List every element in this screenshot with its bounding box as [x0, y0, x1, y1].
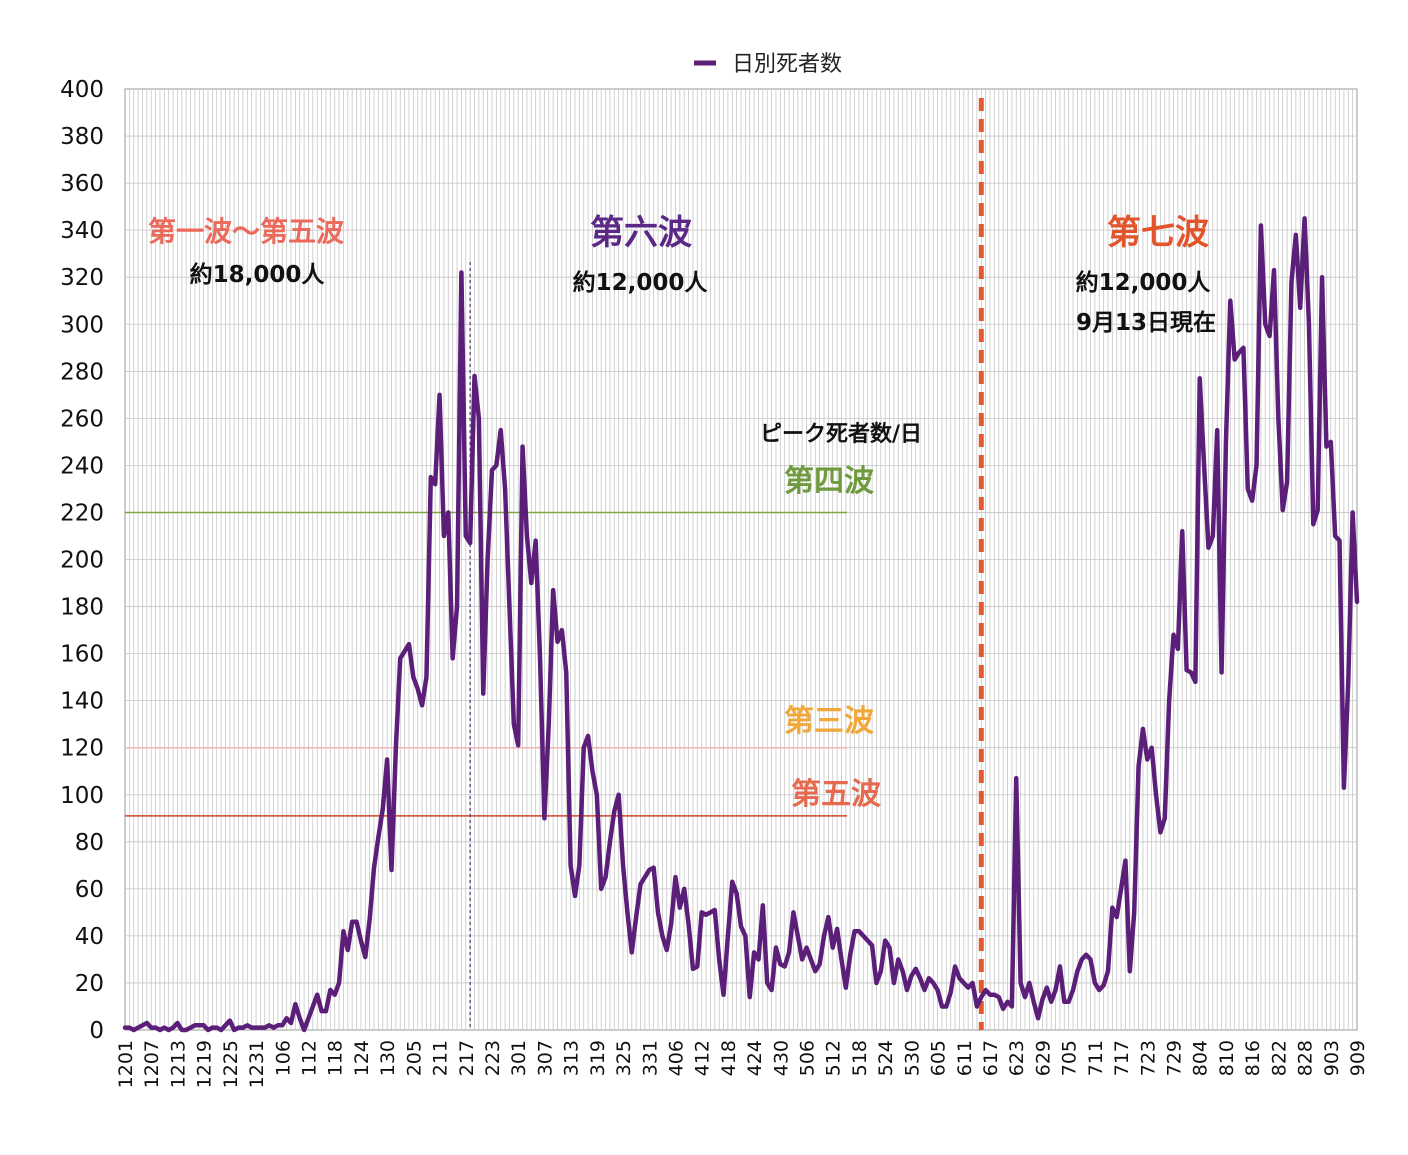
- x-tick-label: 717: [1111, 1040, 1133, 1076]
- wave-1-5-title: 第一波〜第五波: [148, 215, 345, 248]
- x-tick-label: 430: [770, 1040, 792, 1076]
- series-daily-deaths: [122, 216, 1360, 1033]
- x-tick-label: 629: [1032, 1040, 1054, 1076]
- x-tick-label: 909: [1347, 1040, 1369, 1076]
- x-tick-label: 1231: [246, 1040, 268, 1088]
- y-tick-label: 360: [60, 171, 104, 197]
- y-axis-ticks: 0 20 40 60 80 100 120 140 160 180 200 220 240 260 280 3…: [60, 77, 104, 1044]
- annotations: 第一波〜第五波 約18,000人 第六波 約12,000人 第七波 約12,00…: [148, 213, 1216, 812]
- y-tick-label: 380: [60, 124, 104, 150]
- legend-label: 日別死者数: [732, 52, 842, 77]
- reference-lines: [125, 511, 847, 817]
- x-tick-label: 325: [613, 1040, 635, 1076]
- x-tick-label: 331: [639, 1040, 661, 1076]
- x-tick-label: 307: [534, 1040, 556, 1076]
- x-tick-label: 816: [1242, 1040, 1264, 1076]
- y-tick-label: 180: [60, 595, 104, 621]
- x-tick-label: 605: [928, 1040, 950, 1076]
- x-tick-label: 406: [665, 1040, 687, 1076]
- ref-label-wave4: 第四波: [784, 464, 875, 499]
- y-tick-label: 60: [75, 877, 104, 903]
- x-tick-label: 711: [1085, 1040, 1107, 1076]
- y-tick-label: 160: [60, 642, 104, 668]
- y-tick-label: 80: [75, 830, 104, 856]
- x-tick-label: 1207: [141, 1040, 163, 1088]
- grid: [124, 88, 1358, 1031]
- series-line: [122, 216, 1360, 1033]
- y-tick-label: 300: [60, 312, 104, 338]
- peak-label: ピーク死者数/日: [760, 421, 922, 447]
- y-tick-label: 280: [60, 359, 104, 385]
- x-tick-label: 319: [587, 1040, 609, 1076]
- x-tick-label: 810: [1216, 1040, 1238, 1076]
- x-tick-label: 705: [1059, 1040, 1081, 1076]
- x-tick-label: 124: [351, 1040, 373, 1076]
- x-tick-label: 512: [823, 1040, 845, 1076]
- x-tick-label: 729: [1164, 1040, 1186, 1076]
- y-tick-label: 200: [60, 548, 104, 574]
- x-tick-label: 1213: [167, 1040, 189, 1088]
- x-tick-label: 804: [1190, 1040, 1212, 1076]
- x-tick-label: 524: [875, 1040, 897, 1076]
- x-tick-label: 828: [1295, 1040, 1317, 1076]
- x-tick-label: 211: [430, 1040, 452, 1076]
- x-tick-label: 518: [849, 1040, 871, 1076]
- x-tick-label: 611: [954, 1040, 976, 1076]
- y-tick-label: 140: [60, 689, 104, 715]
- x-tick-label: 822: [1268, 1040, 1290, 1076]
- x-tick-label: 301: [508, 1040, 530, 1076]
- x-tick-label: 418: [718, 1040, 740, 1076]
- ref-label-wave3: 第三波: [784, 704, 875, 739]
- x-tick-label: 623: [1006, 1040, 1028, 1076]
- wave-7-count: 約12,000人: [1076, 269, 1212, 296]
- x-tick-label: 217: [456, 1040, 478, 1076]
- y-tick-label: 220: [60, 500, 104, 526]
- wave-1-5-count: 約18,000人: [190, 261, 326, 288]
- y-tick-label: 340: [60, 218, 104, 244]
- y-tick-label: 0: [89, 1018, 104, 1044]
- y-tick-label: 320: [60, 265, 104, 291]
- x-tick-label: 205: [403, 1040, 425, 1076]
- markers: [469, 98, 984, 1030]
- x-tick-label: 313: [561, 1040, 583, 1076]
- x-tick-label: 112: [298, 1040, 320, 1076]
- wave-7-note: 9月13日現在: [1076, 309, 1216, 336]
- y-tick-label: 40: [75, 924, 104, 950]
- x-axis-ticks: 1201 1207 1213 1219 1225 1231 106 112 118 124 130 2…: [115, 1040, 1369, 1088]
- x-tick-label: 118: [325, 1040, 347, 1076]
- x-tick-label: 506: [797, 1040, 819, 1076]
- x-tick-label: 1201: [115, 1040, 137, 1088]
- y-tick-label: 240: [60, 453, 104, 479]
- x-tick-label: 617: [980, 1040, 1002, 1076]
- x-tick-label: 1225: [220, 1040, 242, 1088]
- y-tick-label: 120: [60, 736, 104, 762]
- y-tick-label: 20: [75, 971, 104, 997]
- x-tick-label: 530: [901, 1040, 923, 1076]
- x-tick-label: 1219: [194, 1040, 216, 1088]
- y-tick-label: 100: [60, 783, 104, 809]
- x-tick-label: 723: [1137, 1040, 1159, 1076]
- x-tick-label: 130: [377, 1040, 399, 1076]
- x-tick-label: 424: [744, 1040, 766, 1076]
- y-tick-label: 260: [60, 406, 104, 432]
- x-tick-label: 223: [482, 1040, 504, 1076]
- ref-label-wave5: 第五波: [791, 777, 882, 812]
- wave-6-count: 約12,000人: [573, 269, 709, 296]
- y-tick-label: 400: [60, 77, 104, 103]
- legend: 日別死者数: [694, 52, 842, 77]
- x-tick-label: 106: [272, 1040, 294, 1076]
- x-tick-label: 903: [1321, 1040, 1343, 1076]
- wave-7-title: 第七波: [1107, 213, 1209, 253]
- x-tick-label: 412: [692, 1040, 714, 1076]
- wave-6-title: 第六波: [590, 213, 692, 253]
